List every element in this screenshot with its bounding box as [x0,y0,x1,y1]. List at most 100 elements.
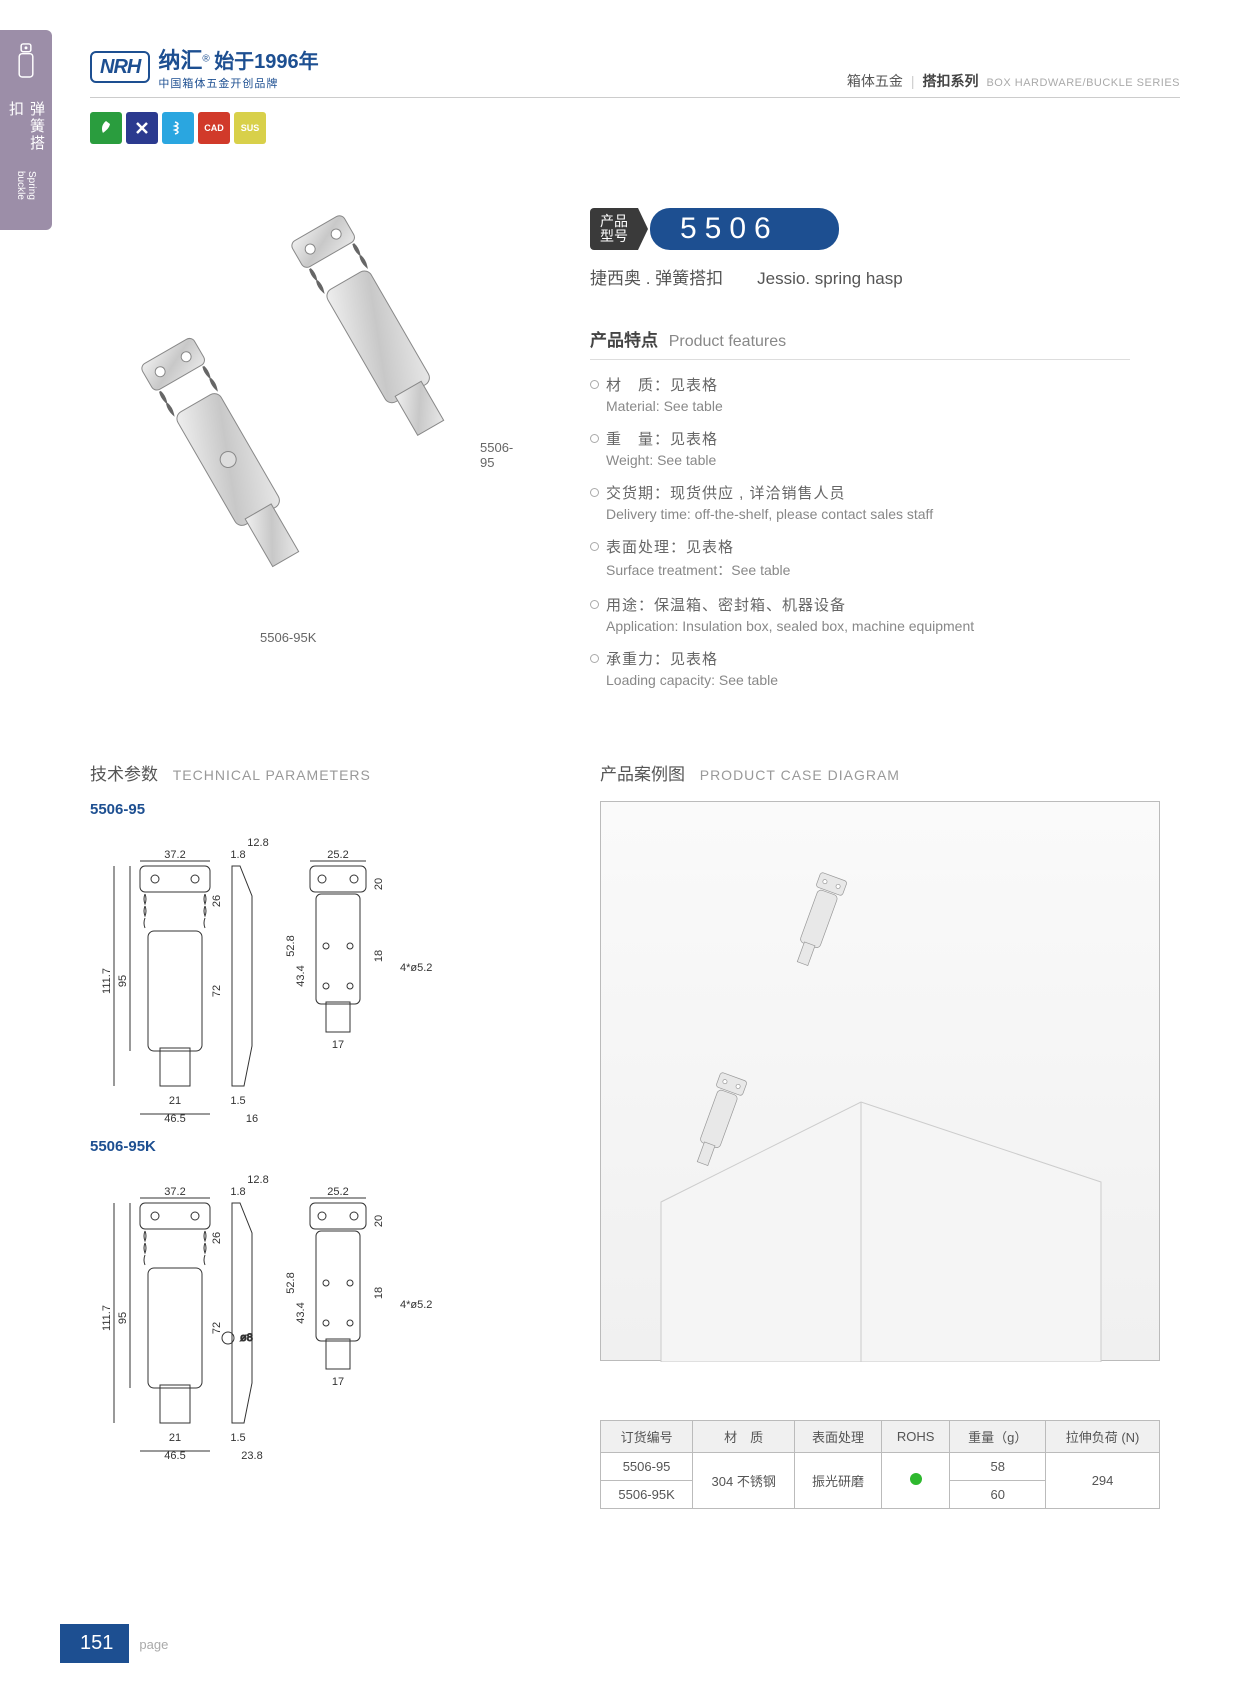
svg-text:95: 95 [117,1312,129,1324]
tech-drawing-svg: 37.2 1.8 12.8 25.2 111.7 95 72 26 21 46.… [90,826,490,1136]
model-tag-cn1: 产品 [600,214,628,229]
side-category-tab: 弹簧搭扣 Spring buckle [0,30,52,230]
feature-item: 交货期：现货供应 , 详洽销售人员 Delivery time: off-the-… [590,482,1130,522]
spec-table: 订货编号 材 质 表面处理 ROHS 重量（g） 拉伸负荷 (N) 5506-9… [600,1420,1160,1509]
td-code: 5506-95K [601,1481,693,1509]
model-name: 捷西奥 . 弹簧搭扣 Jessio. spring hasp [590,264,903,289]
td-load: 294 [1046,1453,1160,1509]
badge-cad: CAD [198,112,230,144]
badge-sus: SUS [234,112,266,144]
svg-text:1.8: 1.8 [230,1186,245,1198]
page-number: 151 [60,1624,129,1663]
brand-year: 始于1996年 [214,51,319,73]
tech-title-cn: 技术参数 [90,765,158,784]
page-footer: 151 page [60,1624,168,1663]
feature-cn: 表面处理：见表格 [606,536,1130,557]
svg-text:26: 26 [211,1232,223,1244]
badge-eco [90,112,122,144]
features-title-en: Product features [669,333,786,350]
td-rohs [881,1453,950,1509]
case-title-en: PRODUCT CASE DIAGRAM [700,767,900,783]
th-code: 订货编号 [601,1421,693,1453]
svg-text:17: 17 [332,1376,344,1388]
svg-text:20: 20 [373,878,385,890]
svg-text:21: 21 [169,1095,181,1107]
feature-cn: 承重力：见表格 [606,648,1130,669]
svg-text:20: 20 [373,1215,385,1227]
page-header: NRH 纳汇® 始于1996年 中国箱体五金开创品牌 箱体五金 | 搭扣系列 B… [90,38,1180,98]
reg-mark: ® [202,54,209,65]
feature-cn: 用途：保温箱、密封箱、机器设备 [606,594,1130,615]
logo-text: NRH [100,56,140,79]
model-tag-label: 产品 型号 [590,208,638,250]
svg-text:43.4: 43.4 [295,965,307,986]
svg-text:72: 72 [211,985,223,997]
model-name-cn: 捷西奥 . 弹簧搭扣 [590,269,723,288]
th-load: 拉伸负荷 (N) [1046,1421,1160,1453]
td-weight: 60 [950,1481,1046,1509]
feature-item: 用途：保温箱、密封箱、机器设备Application: Insulation b… [590,594,1130,634]
tech-title-en: TECHNICAL PARAMETERS [173,767,371,783]
svg-text:17: 17 [332,1039,344,1051]
case-diagram-svg [601,802,1161,1362]
feature-en: Loading capacity: See table [606,672,1130,688]
page-label: page [139,1637,168,1652]
feature-item: 材 质：见表格Material: See table [590,374,1130,414]
svg-text:16: 16 [246,1113,258,1125]
cat-cn2: 搭扣系列 [922,71,978,91]
spec-row: 5506-95 304 不锈钢 振光研磨 58 294 [601,1453,1160,1481]
product-image-area: 5506-95 5506-95K [120,200,520,630]
tech-drawing: 37.2 1.8 12.8 25.2 111.7 95 72 26 21 46.… [90,826,450,1126]
svg-text:1.5: 1.5 [230,1095,245,1107]
features-block: 产品特点 Product features 材 质：见表格Material: S… [590,326,1130,702]
spec-header-row: 订货编号 材 质 表面处理 ROHS 重量（g） 拉伸负荷 (N) [601,1421,1160,1453]
th-material: 材 质 [693,1421,795,1453]
badge-spring [162,112,194,144]
feature-badges: CAD SUS [90,112,266,144]
brand-sub: 中国箱体五金开创品牌 [158,75,318,91]
model-block: 产品 型号 5506 捷西奥 . 弹簧搭扣 Jessio. spring has… [590,208,903,289]
svg-text:111.7: 111.7 [101,968,113,994]
tech-variant: 5506-95 37.2 1.8 12.8 25.2 111.7 95 72 2… [90,801,570,1126]
case-section: 产品案例图 PRODUCT CASE DIAGRAM [600,760,1160,1361]
svg-text:1.5: 1.5 [230,1432,245,1444]
svg-text:52.8: 52.8 [285,935,297,956]
tech-title: 技术参数 TECHNICAL PARAMETERS [90,760,570,785]
model-name-en: Jessio. spring hasp [757,269,903,288]
svg-text:26: 26 [211,895,223,907]
th-rohs: ROHS [881,1421,950,1453]
feature-en: Delivery time: off-the-shelf, please con… [606,506,1130,522]
side-tab-en: Spring buckle [15,171,37,230]
svg-text:18: 18 [373,1287,385,1299]
feature-cn: 交货期：现货供应 , 详洽销售人员 [606,482,1130,503]
feature-cn: 材 质：见表格 [606,374,1130,395]
rohs-dot-icon [910,1473,922,1485]
svg-text:46.5: 46.5 [164,1450,185,1462]
feature-en: Surface treatment：See table [606,560,1130,580]
case-title: 产品案例图 PRODUCT CASE DIAGRAM [600,760,1160,785]
tech-variant: 5506-95K ø8 37.2 1.8 12.8 25.2 111.7 95 … [90,1138,570,1463]
svg-text:12.8: 12.8 [247,1174,268,1186]
svg-text:72: 72 [211,1322,223,1334]
cat-divider: | [911,73,915,89]
svg-text:25.2: 25.2 [327,849,348,861]
case-title-cn: 产品案例图 [600,765,685,784]
logo-block: NRH 纳汇® 始于1996年 中国箱体五金开创品牌 [90,43,319,91]
feature-cn: 重 量：见表格 [606,428,1130,449]
img-label-2: 5506-95K [260,630,316,645]
badge-cross [126,112,158,144]
svg-text:23.8: 23.8 [241,1450,262,1462]
svg-text:21: 21 [169,1432,181,1444]
hasp-icon [15,42,37,81]
svg-text:111.7: 111.7 [101,1305,113,1331]
tech-drawing-svg: ø8 37.2 1.8 12.8 25.2 111.7 95 72 26 21 … [90,1163,490,1473]
side-tab-cn: 弹簧搭扣 [5,101,47,167]
feature-item: 表面处理：见表格 Surface treatment：See table [590,536,1130,580]
cat-en: BOX HARDWARE/BUCKLE SERIES [986,77,1180,89]
svg-text:4*ø5.2: 4*ø5.2 [400,962,432,974]
brand-cn: 纳汇 [158,48,202,73]
th-surface: 表面处理 [795,1421,882,1453]
product-render-2 [110,320,370,620]
svg-text:43.4: 43.4 [295,1302,307,1323]
svg-text:ø8: ø8 [240,1332,253,1344]
